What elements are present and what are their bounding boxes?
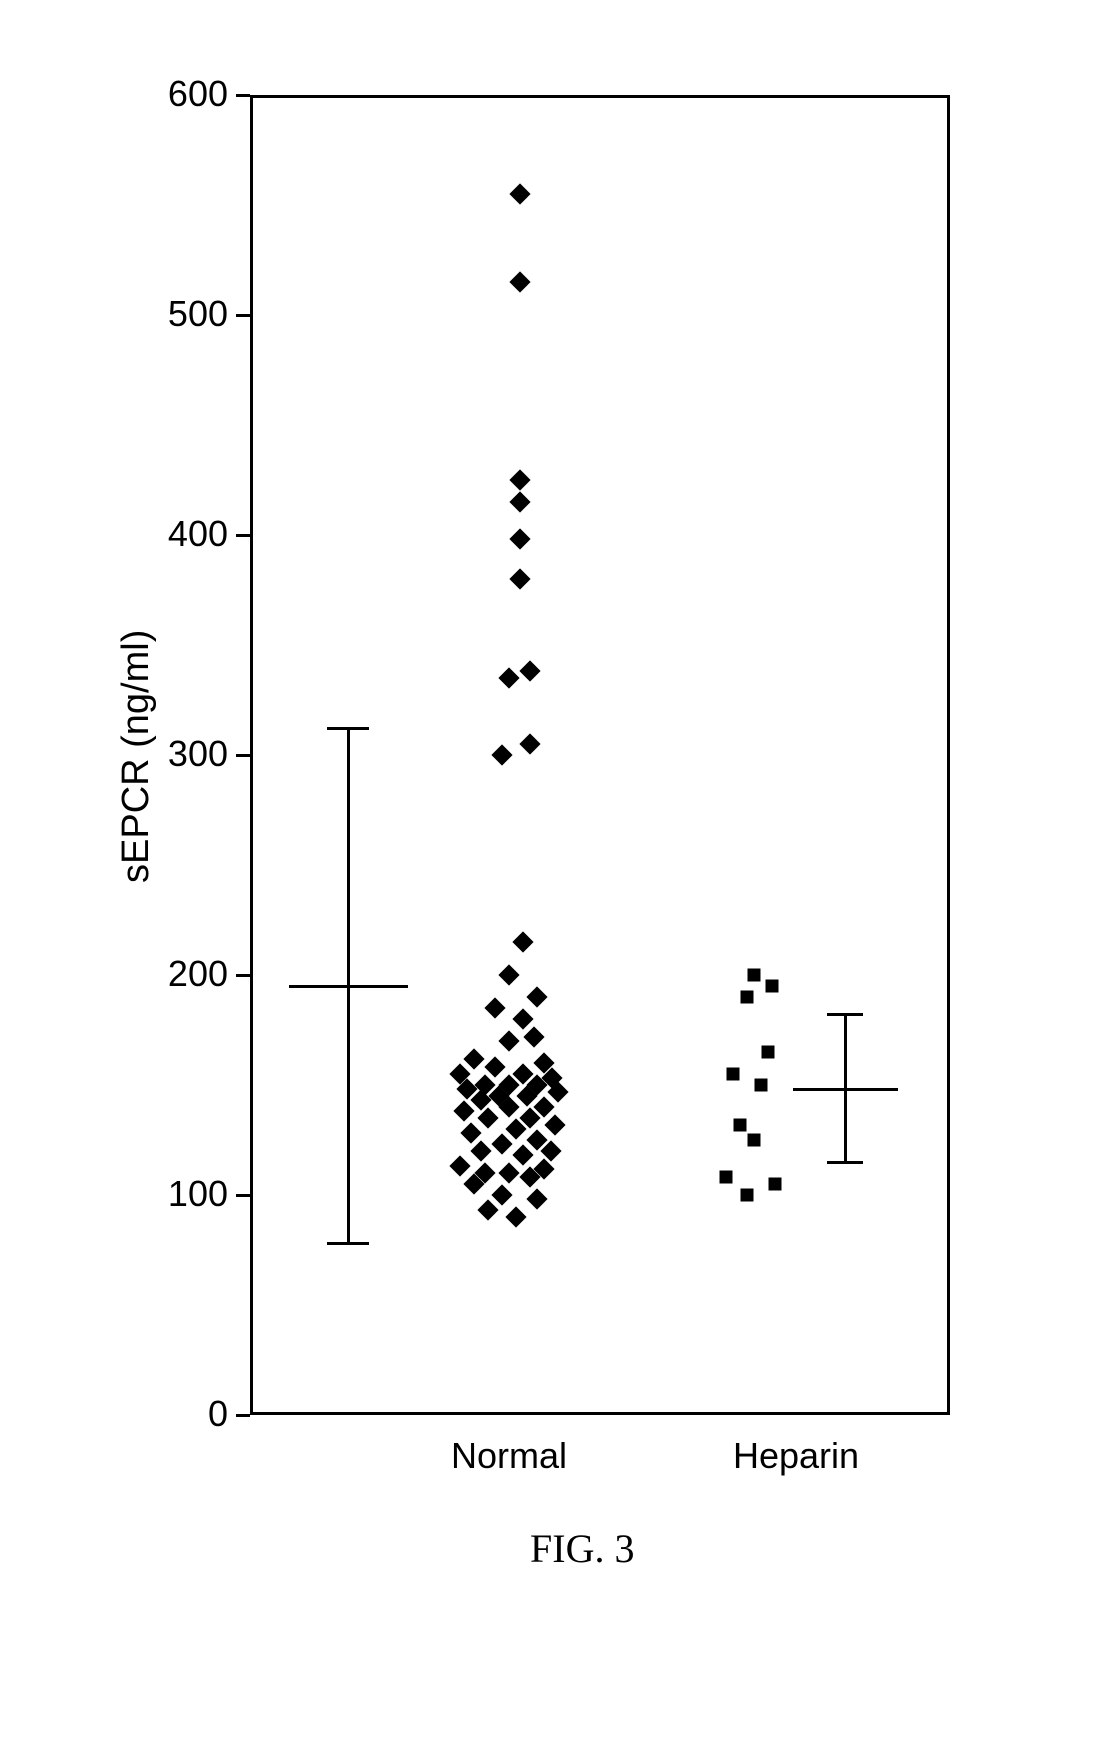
x-category-label: Normal [409,1435,609,1477]
data-point-square [720,1171,733,1184]
data-point-square [748,1134,761,1147]
error-bar-bottom-cap [327,1242,369,1245]
error-bar-top-cap [827,1013,864,1016]
y-tick-label: 300 [168,733,228,775]
data-point-square [762,1046,775,1059]
data-point-square [734,1118,747,1131]
y-tick [236,94,250,97]
page: { "chart": { "type": "scatter-strip", "b… [0,0,1114,1742]
data-point-square [765,980,778,993]
y-tick [236,534,250,537]
y-tick [236,314,250,317]
plot-area [250,95,950,1415]
error-bar-mean [793,1088,898,1091]
error-bar-bottom-cap [827,1161,864,1164]
y-tick [236,754,250,757]
y-tick [236,1194,250,1197]
y-tick-label: 600 [168,73,228,115]
error-bar-mean [289,985,408,988]
x-category-label: Heparin [696,1435,896,1477]
y-tick-label: 0 [208,1393,228,1435]
data-point-square [769,1178,782,1191]
figure-caption: FIG. 3 [530,1525,634,1572]
y-tick [236,974,250,977]
error-bar-top-cap [327,727,369,730]
y-tick-label: 500 [168,293,228,335]
data-point-square [741,1189,754,1202]
y-tick [236,1414,250,1417]
data-point-square [741,991,754,1004]
data-point-square [755,1079,768,1092]
data-point-square [748,969,761,982]
y-tick-label: 100 [168,1173,228,1215]
y-tick-label: 400 [168,513,228,555]
data-point-square [727,1068,740,1081]
y-tick-label: 200 [168,953,228,995]
y-axis-title: sEPCR (ng/ml) [115,630,158,883]
